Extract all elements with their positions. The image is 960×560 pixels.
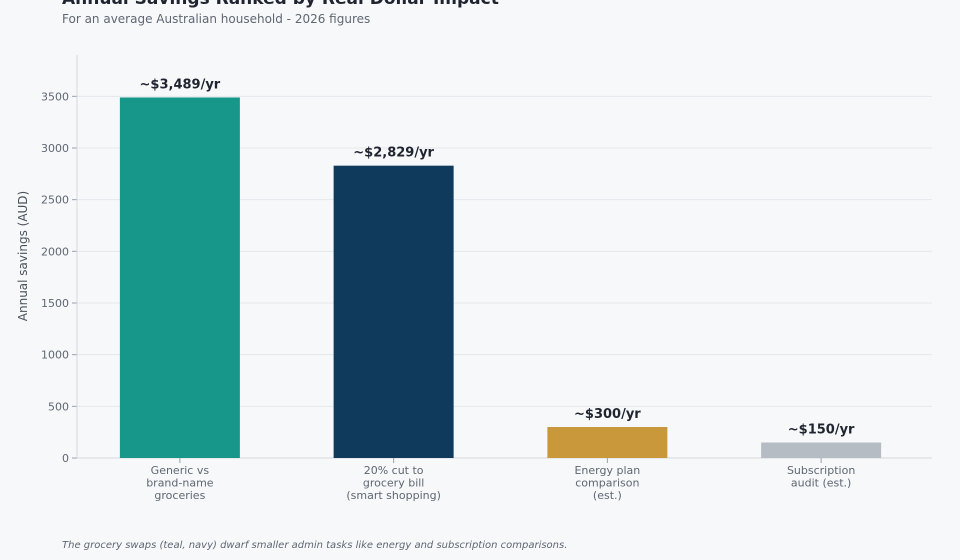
x-category-label: comparison	[575, 477, 639, 490]
bar	[333, 165, 454, 459]
x-category-label: Subscription	[787, 464, 855, 477]
bar-value-label: ~$2,829/yr	[353, 146, 434, 161]
y-tick-label: 500	[48, 400, 69, 413]
y-tick-label: 2500	[41, 194, 69, 207]
bar-value-label: ~$150/yr	[788, 423, 855, 438]
bar	[761, 442, 882, 458]
y-axis-title: Annual savings (AUD)	[16, 191, 30, 321]
y-tick-label: 3500	[41, 90, 69, 103]
x-category-label: groceries	[154, 489, 205, 502]
chart-caption: The grocery swaps (teal, navy) dwarf sma…	[62, 540, 568, 551]
y-tick-label: 3000	[41, 142, 69, 155]
x-category-label: Energy plan	[574, 464, 640, 477]
bar	[547, 427, 668, 458]
y-tick-label: 2000	[41, 245, 69, 258]
chart-subtitle: For an average Australian household - 20…	[62, 12, 371, 26]
bar-value-label: ~$3,489/yr	[140, 77, 221, 92]
x-category-label: audit (est.)	[791, 477, 851, 490]
x-category-label: Generic vs	[151, 464, 210, 477]
bar	[119, 97, 240, 458]
x-category-label: grocery bill	[363, 477, 425, 490]
y-tick-label: 0	[62, 452, 69, 465]
y-tick-label: 1500	[41, 297, 69, 310]
y-tick-label: 1000	[41, 349, 69, 362]
bar-value-label: ~$300/yr	[574, 407, 641, 422]
x-category-label: 20% cut to	[364, 464, 424, 477]
bar-chart: 0 500 1000 1500 2000 2500 3000 3500 Annual savin…	[16, 55, 932, 502]
x-category-label: (smart shopping)	[346, 489, 441, 502]
x-category-label: brand-name	[146, 477, 214, 490]
chart-title: Annual Savings Ranked by Real Dollar Imp…	[62, 0, 499, 9]
x-category-label: (est.)	[593, 489, 622, 502]
